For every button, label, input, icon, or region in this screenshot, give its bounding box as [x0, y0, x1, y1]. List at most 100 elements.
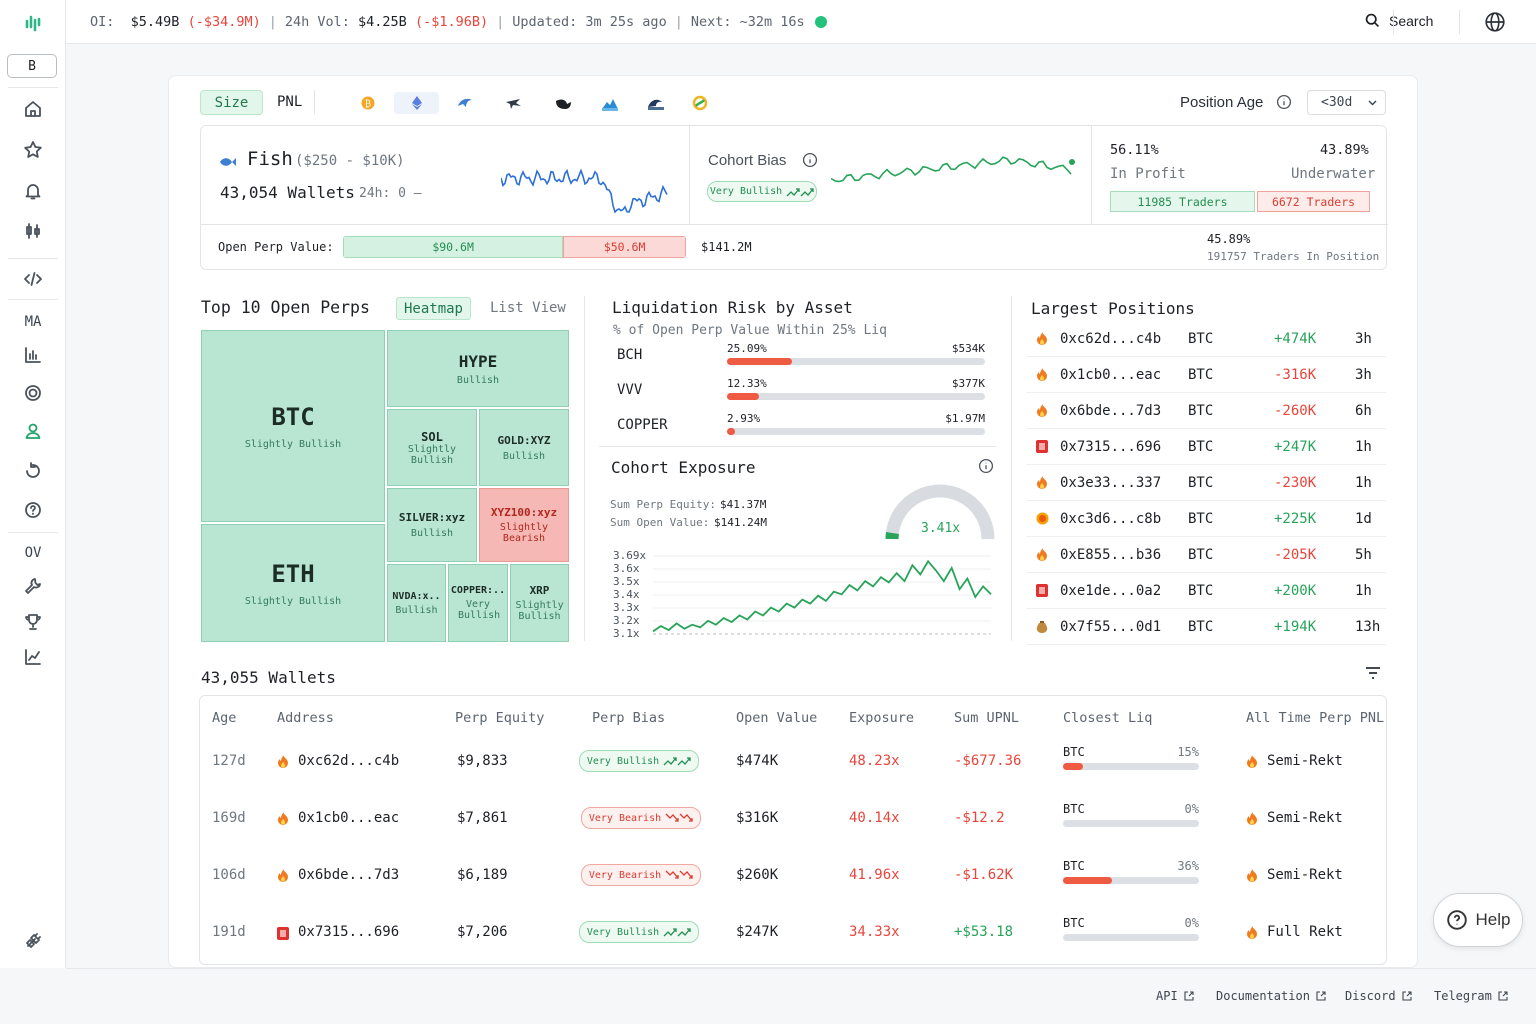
code-icon[interactable]	[0, 264, 66, 294]
wallet-equity: $6,189	[457, 867, 508, 883]
wallet-pnl-tier: Full Rekt	[1267, 924, 1343, 940]
help-circle-icon[interactable]	[0, 495, 66, 525]
position-asset: BTC	[1188, 366, 1214, 383]
help-button[interactable]: Help	[1433, 893, 1523, 947]
heatmap-tile[interactable]: ETH Slightly Bullish	[201, 524, 385, 642]
heatmap-tile[interactable]: XRP Slightly Bullish	[510, 564, 569, 642]
tab-pnl[interactable]: PNL	[277, 94, 303, 110]
status-dot	[814, 15, 827, 28]
footer-discord-link[interactable]: Discord	[1345, 989, 1412, 1003]
liq-pct: 0%	[1184, 802, 1199, 816]
heatmap-tile[interactable]: COPPER:.. Very Bullish	[448, 564, 508, 642]
wrench-icon[interactable]	[0, 571, 66, 601]
tab-list-view[interactable]: List View	[490, 300, 566, 316]
largest-position-row[interactable]: 0x1cb0...eac BTC -316K 3h	[1026, 357, 1386, 393]
line-chart-icon[interactable]	[0, 642, 66, 672]
bell-icon[interactable]	[0, 176, 66, 206]
column-header[interactable]: Perp Bias	[592, 710, 666, 726]
position-pnl: +247K	[1274, 438, 1317, 455]
help-label: Help	[1475, 910, 1511, 929]
position-pnl: -230K	[1274, 474, 1317, 491]
heatmap-tile[interactable]: SILVER:xyz Bullish	[387, 488, 477, 562]
plug-icon[interactable]	[0, 926, 66, 956]
cohort-dolphin-icon[interactable]	[454, 92, 476, 114]
largest-position-row[interactable]: 0xE855...b36 BTC -205K 5h	[1026, 537, 1386, 573]
column-header[interactable]: All Time Perp PNL	[1246, 710, 1385, 726]
heatmap-tile[interactable]: GOLD:XYZ Bullish	[479, 409, 569, 486]
liq-bar-fill	[1063, 877, 1112, 884]
heatmap-tile[interactable]: NVDA:x.. Bullish	[387, 564, 446, 642]
globe-icon[interactable]	[1484, 11, 1506, 37]
fire-icon	[1036, 367, 1056, 382]
search-button[interactable]: Search	[1364, 12, 1433, 29]
updated-text: Updated: 3m 25s ago	[512, 13, 667, 30]
info-icon[interactable]	[978, 458, 994, 478]
target-icon[interactable]	[0, 378, 66, 408]
column-header[interactable]: Exposure	[849, 710, 915, 726]
wallet-equity: $7,861	[457, 810, 508, 826]
cohort-wave-icon[interactable]	[645, 92, 667, 114]
heatmap-tile[interactable]: HYPE Bullish	[387, 330, 569, 407]
liquidation-asset: BCH	[617, 347, 643, 363]
bar-chart-icon[interactable]	[0, 340, 66, 370]
history-icon[interactable]	[0, 456, 66, 486]
heatmap-tile[interactable]: XYZ100:xyz Slightly Bearish	[479, 488, 569, 562]
trophy-icon[interactable]	[0, 607, 66, 637]
liq-bar	[1063, 763, 1199, 770]
cohort-whale-icon[interactable]	[552, 92, 574, 114]
filter-icon[interactable]	[1365, 665, 1381, 684]
footer-api-link[interactable]: API	[1156, 989, 1194, 1003]
sidebar-b-button[interactable]: B	[7, 54, 57, 78]
largest-position-row[interactable]: 0x6bde...7d3 BTC -260K 6h	[1026, 393, 1386, 429]
column-header[interactable]: Closest Liq	[1063, 710, 1153, 726]
position-asset: BTC	[1188, 330, 1214, 347]
cohort-shrimp-icon[interactable]: ₿	[357, 92, 379, 114]
sidebar: B MA OV	[0, 0, 66, 968]
star-icon[interactable]	[0, 135, 66, 165]
column-header[interactable]: Perp Equity	[455, 710, 545, 726]
largest-position-row[interactable]: 0xe1de...0a2 BTC +200K 1h	[1026, 573, 1386, 609]
cohort-range: ($250 - $10K)	[295, 153, 405, 169]
cohort-leviathan-icon[interactable]	[599, 92, 621, 114]
y-tick-label: 3.3x	[613, 601, 640, 614]
sidebar-ov[interactable]: OV	[24, 545, 42, 561]
cohort-money-icon[interactable]	[689, 92, 711, 114]
position-pnl: +194K	[1274, 618, 1317, 635]
candles-icon[interactable]	[0, 216, 66, 246]
heatmap-tile[interactable]: BTC Slightly Bullish	[201, 330, 385, 522]
column-header[interactable]: Open Value	[736, 710, 818, 726]
info-icon[interactable]	[1276, 94, 1292, 114]
position-age-select[interactable]: <30d	[1307, 90, 1386, 115]
largest-position-row[interactable]: 0x7f55...0d1 BTC +194K 13h	[1026, 609, 1386, 645]
perp-bias-label: Very Bearish	[588, 869, 662, 881]
sidebar-ma[interactable]: MA	[24, 314, 42, 330]
logo-icon[interactable]	[0, 8, 66, 38]
column-header[interactable]: Age	[212, 710, 237, 726]
perp-bias-badge: Very Bullish	[579, 750, 699, 772]
in-position-pct: 45.89%	[1207, 232, 1251, 246]
tab-heatmap[interactable]: Heatmap	[396, 297, 471, 320]
footer-telegram-link[interactable]: Telegram	[1434, 989, 1508, 1003]
column-header[interactable]: Sum UPNL	[954, 710, 1020, 726]
position-address: 0xe1de...0a2	[1060, 582, 1162, 599]
footer-docs-link[interactable]: Documentation	[1216, 989, 1326, 1003]
liquidation-pct: 12.33%	[727, 377, 767, 390]
liquidation-title: Liquidation Risk by Asset	[612, 298, 853, 317]
fish-icon	[219, 153, 237, 172]
cohort-shark-icon[interactable]	[503, 92, 525, 114]
largest-position-row[interactable]: 0xc3d6...c8b BTC +225K 1d	[1026, 501, 1386, 537]
cohort-fish-icon[interactable]	[394, 92, 439, 114]
home-icon[interactable]	[0, 94, 66, 124]
user-icon[interactable]	[0, 416, 66, 446]
column-header[interactable]: Address	[277, 710, 334, 726]
info-icon[interactable]	[802, 152, 818, 172]
position-age: 13h	[1355, 618, 1381, 635]
tab-size[interactable]: Size	[200, 90, 263, 115]
wallet-open-value: $260K	[736, 867, 779, 883]
largest-position-row[interactable]: 0x3e33...337 BTC -230K 1h	[1026, 465, 1386, 501]
heatmap-tile[interactable]: SOL Slightly Bullish	[387, 409, 477, 486]
largest-position-row[interactable]: 0x7315...696 BTC +247K 1h	[1026, 429, 1386, 465]
open-perp-total: $141.2M	[701, 240, 752, 254]
largest-position-row[interactable]: 0xc62d...c4b BTC +474K 3h	[1026, 321, 1386, 357]
wallet-exposure: 34.33x	[849, 924, 900, 940]
